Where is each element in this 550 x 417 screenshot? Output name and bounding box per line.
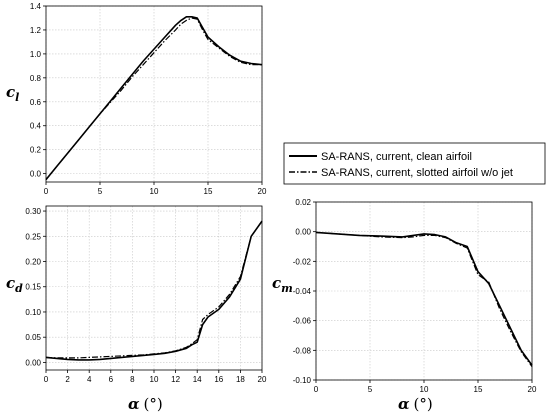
cd-series-slotted <box>45 220 263 359</box>
cd-xtick-label: 2 <box>65 375 70 384</box>
cm-ytick-label: -0.02 <box>293 257 312 266</box>
legend-label-slotted: SA-RANS, current, slotted airfoil w/o je… <box>321 167 513 179</box>
cm-ytick-label: -0.10 <box>293 376 312 385</box>
cm-panel: 0 5 10 15 20 0.02 0.00 -0.02 -0.04 -0.06 -0.08 -0.1… <box>293 198 537 394</box>
cm-xtick-label: 0 <box>314 385 319 394</box>
cm-xlabel: α (°) <box>398 395 433 413</box>
cl-ytick-label: 0.8 <box>30 74 42 83</box>
cd-xtick-label: 4 <box>87 375 92 384</box>
cd-ytick-label: 0.10 <box>25 308 41 317</box>
cd-xtick-label: 10 <box>150 375 159 384</box>
cm-plot-frame <box>315 201 533 381</box>
cl-xtick-label: 20 <box>258 187 267 196</box>
cm-xtick-label: 15 <box>474 385 483 394</box>
cd-ytick-label: 0.25 <box>25 232 41 241</box>
cl-ytick-label: 0.6 <box>30 98 42 107</box>
cm-ytick-label: -0.06 <box>293 317 312 326</box>
cd-panel: 0 2 4 6 8 10 12 14 16 18 20 0.00 0.05 0.10 0.15 0.20 0.2… <box>25 205 267 384</box>
cd-xtick-label: 16 <box>214 375 223 384</box>
cl-ytick-label: 0.4 <box>30 122 42 131</box>
cl-ytick-label: 1.0 <box>30 50 42 59</box>
cm-series-slotted <box>315 231 533 367</box>
cl-xtick-label: 5 <box>98 187 103 196</box>
legend: SA-RANS, current, clean airfoil SA-RANS,… <box>283 142 546 185</box>
cm-ytick-label: 0.02 <box>295 198 311 207</box>
cl-ytick-label: 0.2 <box>30 146 42 155</box>
cd-ytick-label: 0.05 <box>25 333 41 342</box>
legend-label-clean: SA-RANS, current, clean airfoil <box>321 151 472 163</box>
cm-xtick-label: 10 <box>420 385 429 394</box>
cm-ytick-label: 0.00 <box>295 228 311 237</box>
cl-ytick-label: 0.0 <box>30 170 42 179</box>
cd-xtick-label: 6 <box>109 375 114 384</box>
cd-xtick-label: 14 <box>193 375 202 384</box>
cd-xtick-label: 12 <box>171 375 180 384</box>
cd-ytick-label: 0.20 <box>25 258 41 267</box>
cd-xtick-label: 8 <box>130 375 135 384</box>
cm-xtick-label: 20 <box>528 385 537 394</box>
cl-xtick-label: 0 <box>44 187 49 196</box>
cd-xtick-label: 0 <box>44 375 49 384</box>
cl-ytick-label: 1.2 <box>30 26 42 35</box>
cl-series-clean <box>45 15 263 181</box>
cm-ytick-label: -0.08 <box>293 346 312 355</box>
cd-ytick-label: 0.00 <box>25 358 41 367</box>
legend-box <box>283 142 546 185</box>
cl-ytick-label: 1.4 <box>30 2 42 11</box>
cd-plot-frame <box>45 205 263 371</box>
cl-ylabel: cl <box>6 83 19 104</box>
cd-ytick-label: 0.15 <box>25 283 41 292</box>
cl-panel: 0 5 10 15 20 0.0 0.2 0.4 0.6 0.8 1.0 1.2 1.4 <box>30 2 267 196</box>
cd-ylabel: cd <box>6 274 23 295</box>
cd-xtick-label: 18 <box>236 375 245 384</box>
cl-plot-frame <box>45 5 263 183</box>
cd-xtick-label: 20 <box>258 375 267 384</box>
cm-ylabel: cm <box>272 274 293 295</box>
cl-xtick-label: 10 <box>150 187 159 196</box>
cd-ytick-label: 0.30 <box>25 207 41 216</box>
cl-xtick-label: 15 <box>204 187 213 196</box>
cm-ytick-label: -0.04 <box>293 287 312 296</box>
cm-xtick-label: 5 <box>368 385 373 394</box>
cd-xlabel: α (°) <box>128 395 163 413</box>
